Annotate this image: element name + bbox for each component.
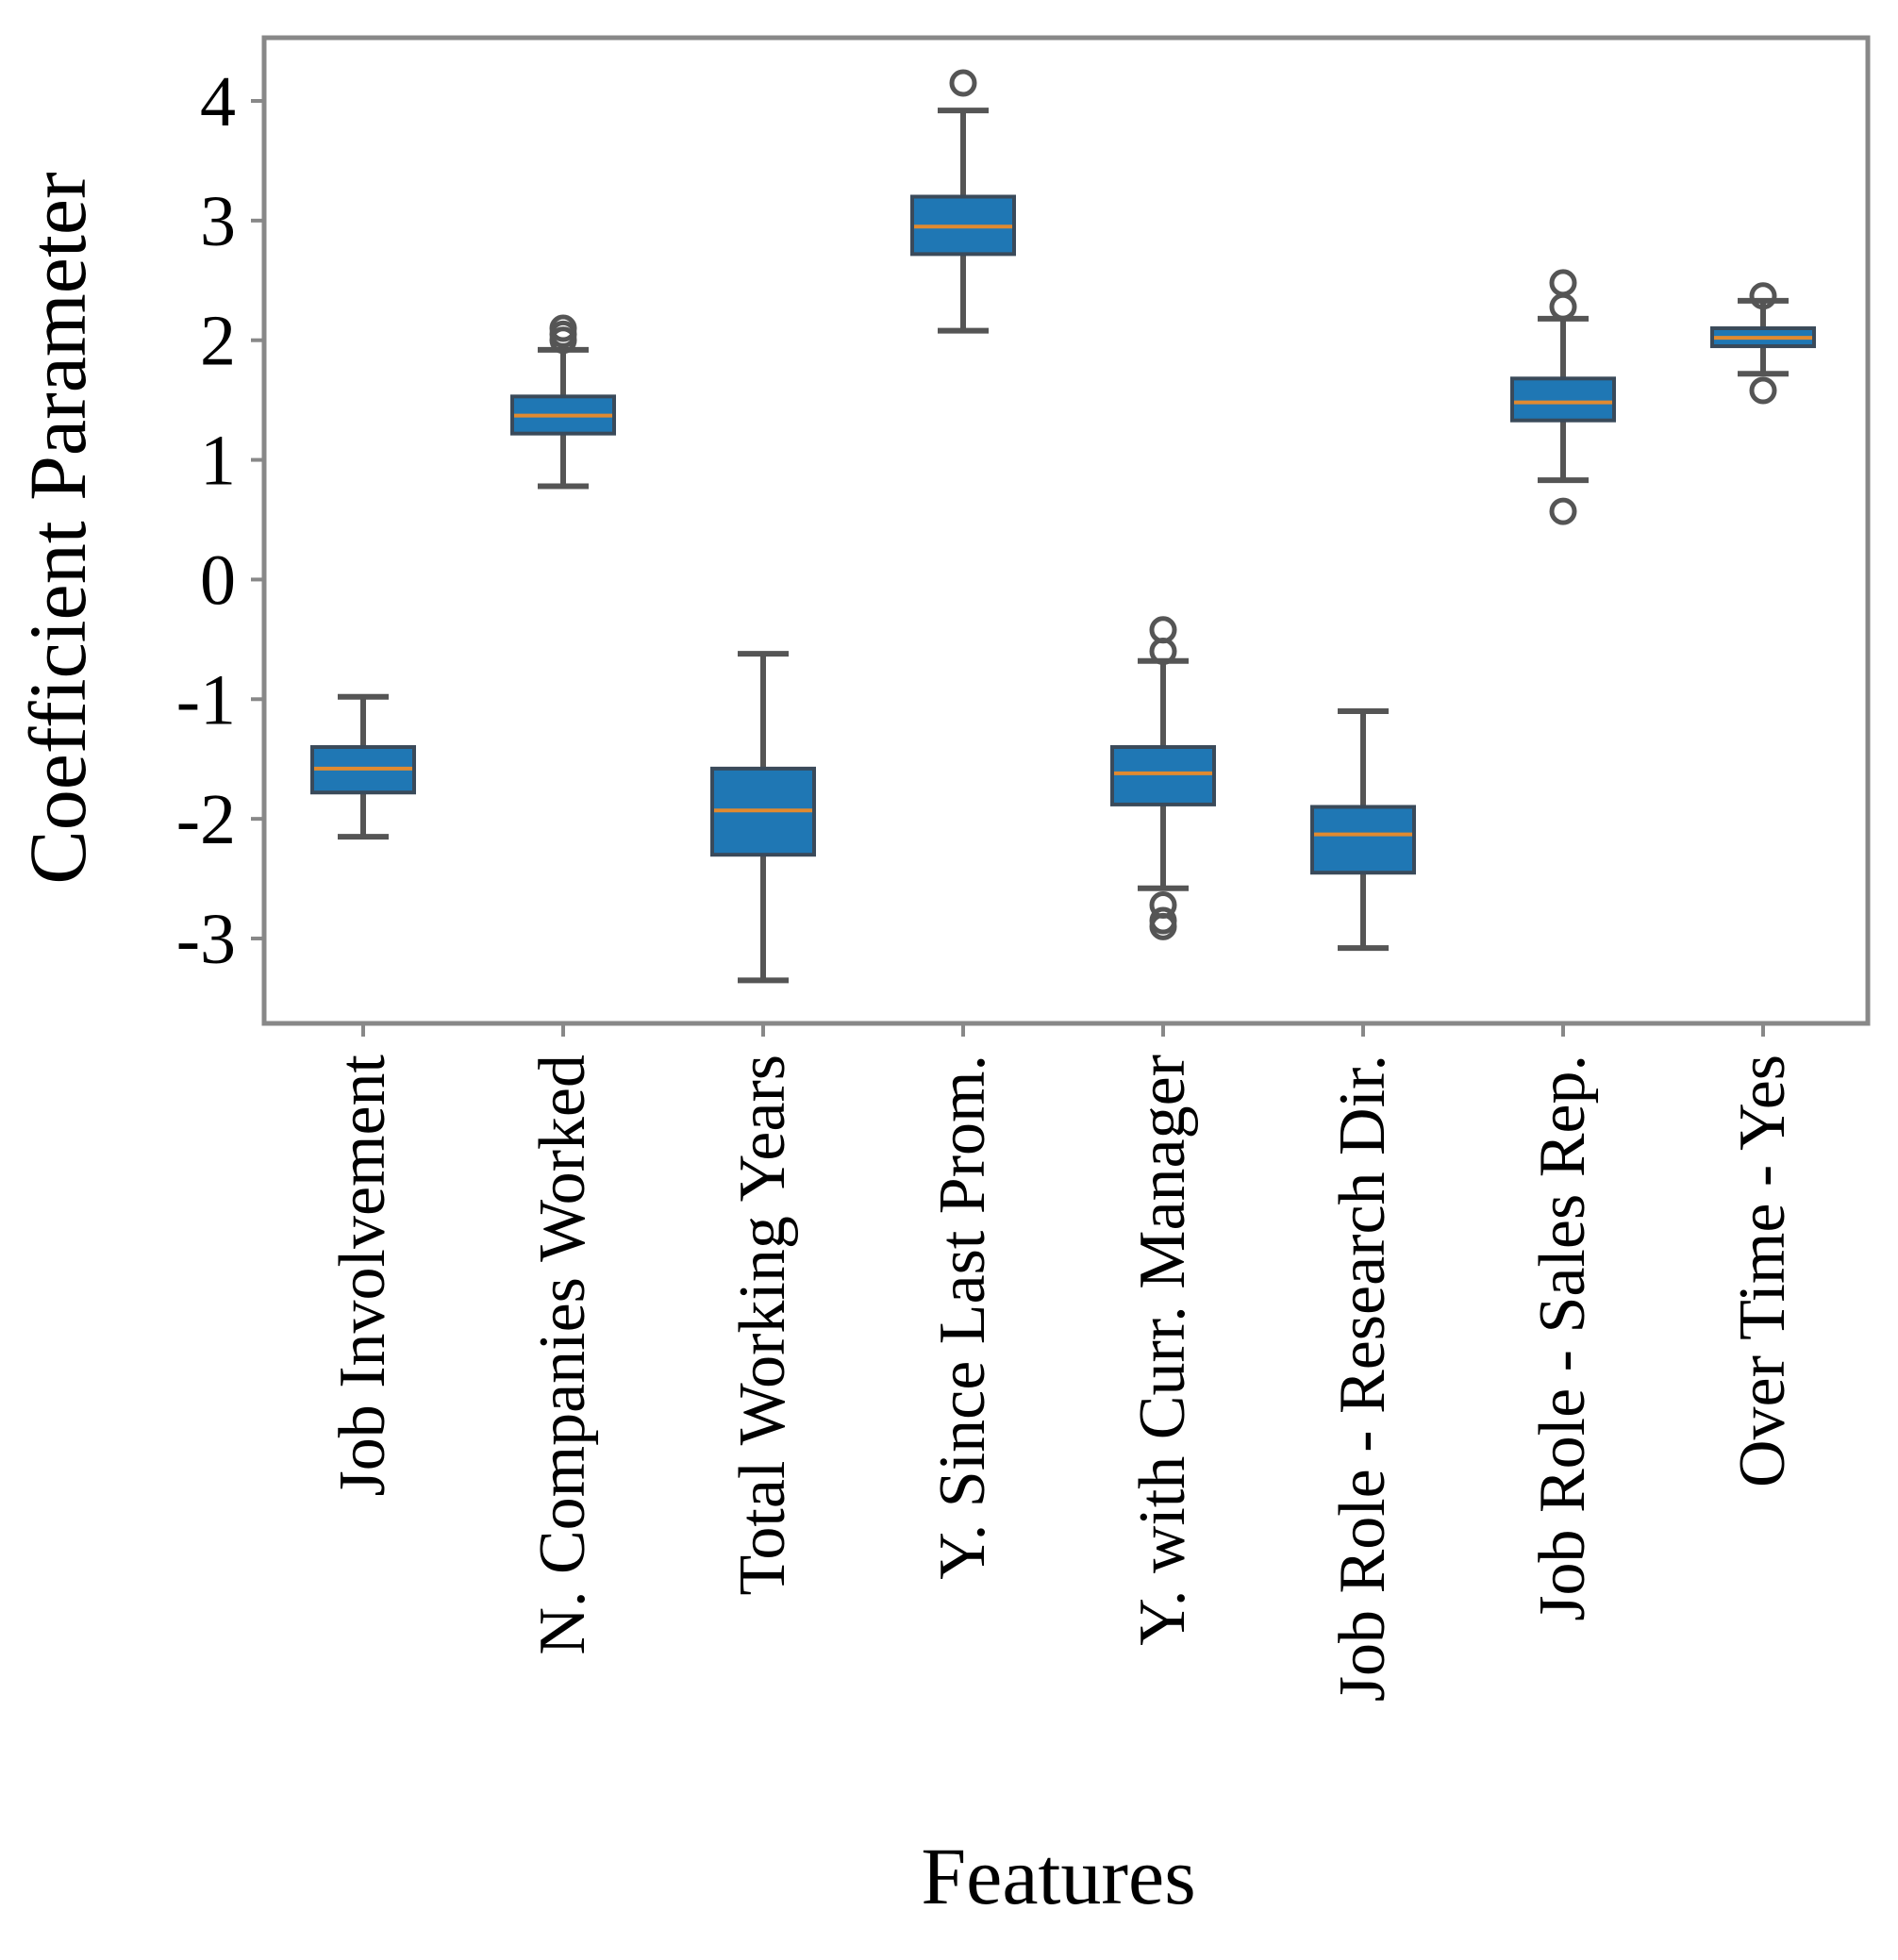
y-tick-label: 0: [200, 540, 236, 620]
box-plot-1: [310, 693, 416, 840]
x-tick-label: Total Working Years: [726, 1055, 799, 1595]
outlier-point: [1549, 269, 1577, 297]
y-tick-label: -3: [176, 900, 236, 979]
box-plot-5: [1110, 616, 1216, 940]
outlier-point: [949, 69, 977, 97]
x-axis-title: Features: [921, 1831, 1195, 1921]
outlier-point: [1149, 912, 1177, 940]
box-plot-3: [710, 651, 816, 984]
outlier-point: [1549, 497, 1577, 525]
outlier-point: [1749, 376, 1777, 405]
x-tick-label: N. Companies Worked: [526, 1055, 599, 1655]
y-tick-label: 1: [200, 422, 236, 501]
plot-frame: [261, 35, 1871, 1026]
y-tick-label: -2: [176, 780, 236, 859]
outlier-point: [1149, 638, 1177, 666]
y-tick-label: 2: [200, 302, 236, 381]
x-tick-label: Job Involvement: [326, 1054, 399, 1496]
y-tick-label: -1: [176, 660, 236, 739]
y-tick-label: 4: [200, 62, 236, 141]
box-plot-7: [1510, 269, 1616, 525]
x-tick-label: Job Role - Research Dir.: [1326, 1055, 1399, 1702]
iqr-box: [1110, 745, 1216, 806]
outlier-point: [549, 314, 577, 342]
box-plot-6: [1310, 707, 1416, 952]
x-tick-label: Y. Since Last Prom.: [926, 1055, 999, 1580]
x-tick-label: Job Role - Sales Rep.: [1526, 1055, 1599, 1621]
y-axis-title: Coefficient Parameter: [12, 172, 103, 884]
box-series: [310, 69, 1816, 984]
iqr-box: [1510, 376, 1616, 423]
y-tick-label: 3: [200, 182, 236, 261]
x-tick-label: Y. with Curr. Manager: [1126, 1055, 1199, 1646]
iqr-box: [1310, 805, 1416, 875]
box-plot-8: [1710, 282, 1816, 405]
outlier-point: [1749, 282, 1777, 310]
x-tick-label: Over Time - Yes: [1726, 1055, 1799, 1487]
box-plot-2: [510, 314, 616, 490]
x-axis: Job Involvement N. Companies Worked Total …: [326, 1023, 1799, 1702]
y-axis: 4 3 2 1 0 -1 -2 -3: [176, 62, 264, 979]
box-plot-4: [910, 69, 1016, 334]
